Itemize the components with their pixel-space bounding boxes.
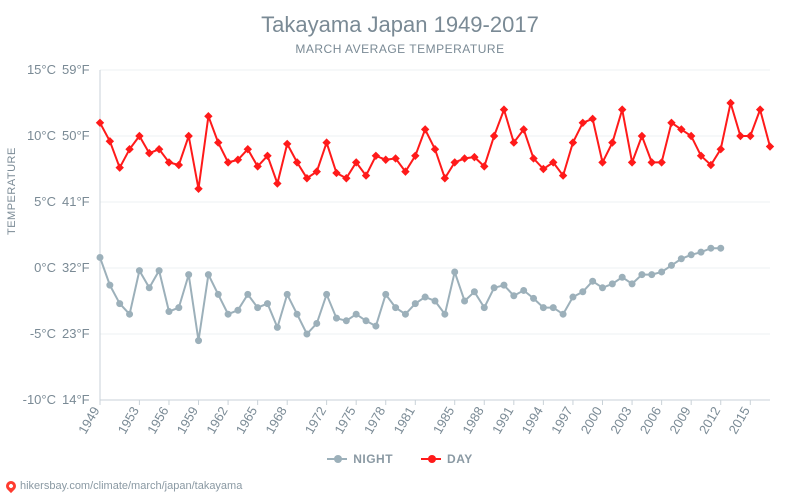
svg-text:2015: 2015 xyxy=(725,404,752,437)
svg-text:1975: 1975 xyxy=(331,404,358,437)
svg-text:23°F: 23°F xyxy=(62,326,90,341)
legend-item-day: DAY xyxy=(421,452,473,466)
svg-text:1988: 1988 xyxy=(459,404,486,437)
svg-text:-10°C: -10°C xyxy=(23,392,56,407)
svg-text:50°F: 50°F xyxy=(62,128,90,143)
svg-text:15°C: 15°C xyxy=(27,62,56,77)
svg-text:1997: 1997 xyxy=(548,404,575,437)
attribution: hikersbay.com/climate/march/japan/takaya… xyxy=(6,480,242,492)
svg-text:1978: 1978 xyxy=(361,404,388,437)
svg-text:2000: 2000 xyxy=(578,404,605,437)
svg-text:2012: 2012 xyxy=(696,404,723,437)
svg-text:1968: 1968 xyxy=(262,404,289,437)
map-pin-icon xyxy=(4,479,18,493)
svg-text:1959: 1959 xyxy=(174,404,201,437)
svg-text:10°C: 10°C xyxy=(27,128,56,143)
svg-text:1956: 1956 xyxy=(144,404,171,437)
svg-text:1972: 1972 xyxy=(302,404,329,437)
svg-text:0°C: 0°C xyxy=(34,260,56,275)
svg-text:59°F: 59°F xyxy=(62,62,90,77)
svg-text:32°F: 32°F xyxy=(62,260,90,275)
svg-text:1994: 1994 xyxy=(519,404,546,437)
svg-text:41°F: 41°F xyxy=(62,194,90,209)
svg-text:1965: 1965 xyxy=(233,404,260,437)
svg-text:-5°C: -5°C xyxy=(30,326,56,341)
svg-text:1985: 1985 xyxy=(430,404,457,437)
svg-text:1949: 1949 xyxy=(75,404,102,437)
temperature-chart: Takayama Japan 1949-2017 MARCH AVERAGE T… xyxy=(0,0,800,500)
legend-label-night: NIGHT xyxy=(353,452,393,466)
svg-text:1991: 1991 xyxy=(489,404,516,437)
svg-text:1953: 1953 xyxy=(115,404,142,437)
svg-text:2003: 2003 xyxy=(607,404,634,437)
svg-text:14°F: 14°F xyxy=(62,392,90,407)
svg-text:5°C: 5°C xyxy=(34,194,56,209)
legend-swatch-night xyxy=(327,458,347,460)
legend: NIGHT DAY xyxy=(0,452,800,466)
svg-text:2006: 2006 xyxy=(637,404,664,437)
legend-item-night: NIGHT xyxy=(327,452,393,466)
svg-text:1962: 1962 xyxy=(203,404,230,437)
legend-label-day: DAY xyxy=(447,452,473,466)
legend-swatch-day xyxy=(421,458,441,460)
svg-text:2009: 2009 xyxy=(666,404,693,437)
svg-text:1981: 1981 xyxy=(390,404,417,437)
attribution-text: hikersbay.com/climate/march/japan/takaya… xyxy=(20,480,242,492)
plot-area: -10°C 14°F -5°C 23°F 0°C 32°F 5°C 41°F 10°C 50°F 1… xyxy=(0,0,800,500)
